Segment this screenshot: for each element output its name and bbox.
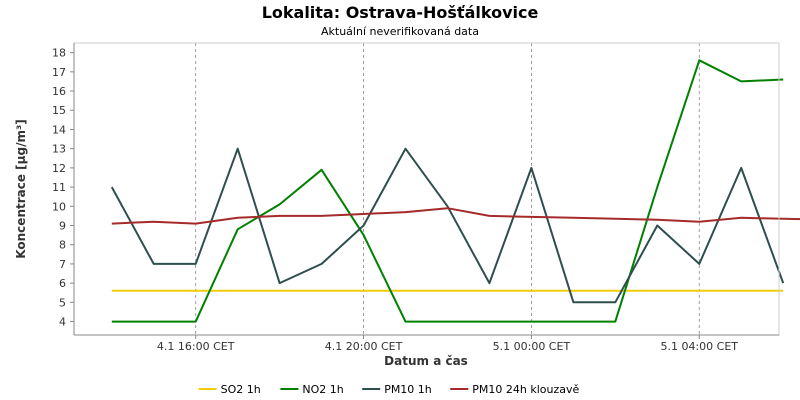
series-line-no2-1h [111, 59, 784, 323]
x-ticks: 4.1 16:00 CET 4.1 20:00 CET 5.1 00:00 CET 5… [157, 335, 738, 353]
legend-label-pm10-1h: PM10 1h [384, 383, 432, 396]
y-tick-label: 4 [59, 316, 66, 329]
y-tick-label: 8 [59, 239, 66, 252]
y-tick-label: 13 [52, 143, 66, 156]
legend-label-no2-1h: NO2 1h [302, 383, 343, 396]
y-axis-label: Koncentrace [µg/m³] [14, 119, 28, 258]
chart-subtitle: Aktuální neverifikovaná data [321, 25, 479, 38]
series-lines [110, 59, 800, 323]
y-tick-label: 7 [59, 258, 66, 271]
y-tick-label: 10 [52, 200, 66, 213]
y-tick-label: 18 [52, 47, 66, 60]
y-tick-label: 5 [59, 296, 66, 309]
legend-label-so2-1h: SO2 1h [221, 383, 261, 396]
chart-title: Lokalita: Ostrava-Hošťálkovice [262, 3, 539, 22]
x-tick-label: 5.1 00:00 CET [493, 340, 571, 353]
y-tick-label: 15 [52, 104, 66, 117]
y-tick-label: 12 [52, 162, 66, 175]
y-tick-label: 17 [52, 66, 66, 79]
x-axis-label: Datum a čas [384, 354, 468, 368]
legend: SO2 1h NO2 1h PM10 1h PM10 24h klouzavě [198, 383, 580, 396]
series-line-pm10-1h [110, 147, 785, 304]
x-tick-label: 4.1 20:00 CET [325, 340, 403, 353]
y-tick-label: 9 [59, 220, 66, 233]
y-tick-label: 16 [52, 85, 66, 98]
series-line-pm10-24h-klouzav [111, 207, 800, 225]
y-tick-label: 14 [52, 123, 66, 136]
y-tick-label: 11 [52, 181, 66, 194]
legend-label-pm10-24h-klouzav: PM10 24h klouzavě [472, 383, 579, 396]
grid-lines [195, 43, 700, 335]
x-tick-label: 5.1 04:00 CET [660, 340, 738, 353]
y-ticks: 4 5 6 7 8 9 10 11 12 13 14 15 16 17 18 [52, 47, 74, 329]
x-tick-label: 4.1 16:00 CET [157, 340, 235, 353]
y-tick-label: 6 [59, 277, 66, 290]
